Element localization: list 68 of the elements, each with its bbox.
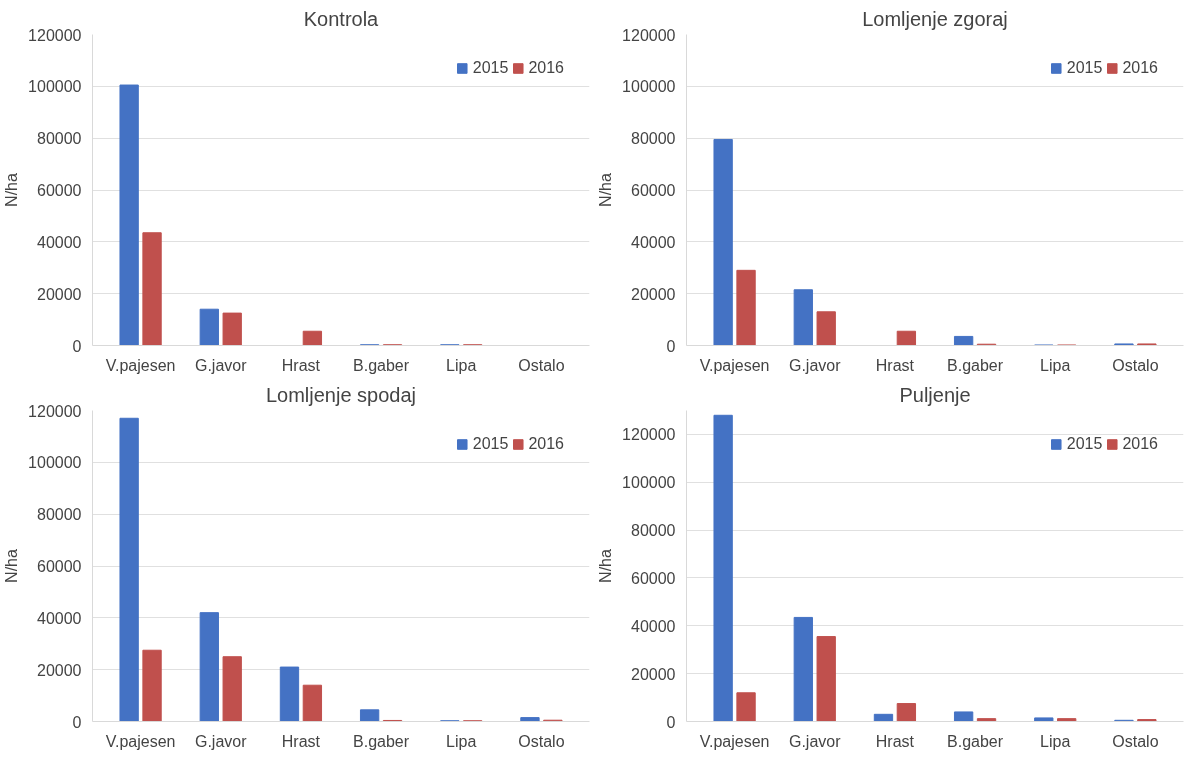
x-tick-label: G.javor [788,732,842,750]
y-tick-label: 60000 [37,558,82,575]
y-tick-label: 120000 [28,402,82,420]
chart-title: Puljenje [899,383,971,406]
x-tick-label: Ostalo [518,732,565,750]
legend-label: 2015 [472,435,509,453]
y-tick-label: 100000 [622,474,676,492]
y-tick-label: 60000 [37,182,82,199]
y-tick-label: 40000 [37,609,82,627]
x-tick-label: Hrast [875,732,915,750]
x-tick-label: Lipa [446,732,477,750]
y-tick-label: 20000 [37,285,82,303]
y-axis-title: N/ha [597,173,615,207]
y-tick-label: 40000 [631,233,676,251]
y-tick-label: 60000 [631,182,676,199]
x-tick-label: B.gaber [947,732,1004,750]
legend-label: 2016 [528,59,564,77]
y-tick-label: 80000 [631,130,676,148]
y-tick-label: 20000 [37,661,82,679]
y-axis-title: N/ha [597,549,615,583]
y-axis-title: N/ha [3,549,21,583]
y-tick-label: 0 [666,337,676,355]
x-tick-label: Ostalo [1112,356,1159,374]
y-tick-label: 60000 [631,569,676,587]
legend-label: 2016 [1122,435,1158,453]
x-tick-label: G.javor [194,732,248,750]
x-tick-label: V.pajesen [699,356,770,374]
legend-label: 2015 [1066,59,1103,77]
x-tick-label: Hrast [281,356,321,374]
x-tick-label: Ostalo [1112,732,1159,750]
y-tick-label: 0 [72,713,82,731]
x-tick-label: B.gaber [353,356,410,374]
y-tick-label: 120000 [622,426,676,444]
y-tick-label: 80000 [37,130,82,148]
x-tick-label: Hrast [281,732,321,750]
x-tick-label: G.javor [194,356,248,374]
y-tick-label: 40000 [631,617,676,635]
chart-title: Lomljenje zgoraj [862,7,1008,30]
x-tick-label: Lipa [446,356,477,374]
y-tick-label: 100000 [28,454,82,472]
legend-label: 2016 [1122,59,1158,77]
legend-label: 2015 [1066,435,1103,453]
y-tick-label: 20000 [631,665,676,683]
y-tick-label: 100000 [28,78,82,96]
x-tick-label: V.pajesen [699,732,770,750]
x-tick-label: V.pajesen [105,732,176,750]
x-tick-label: B.gaber [947,356,1004,374]
x-tick-label: B.gaber [353,732,410,750]
y-axis-title: N/ha [3,173,21,207]
x-tick-label: Lipa [1040,356,1071,374]
y-tick-label: 20000 [631,285,676,303]
y-tick-label: 80000 [631,522,676,540]
x-tick-label: V.pajesen [105,356,176,374]
legend-label: 2015 [472,59,509,77]
x-tick-label: Lipa [1040,732,1071,750]
x-tick-label: Hrast [875,356,915,374]
chart-title: Lomljenje spodaj [265,383,417,406]
x-tick-label: G.javor [788,356,842,374]
y-tick-label: 80000 [37,506,82,524]
y-tick-label: 120000 [622,26,676,44]
y-tick-label: 0 [72,337,82,355]
chart-title: Kontrola [303,7,380,30]
legend-label: 2016 [528,435,564,453]
y-tick-label: 0 [666,713,676,731]
y-tick-label: 40000 [37,233,82,251]
y-tick-label: 120000 [28,26,82,44]
y-tick-label: 100000 [622,78,676,96]
x-tick-label: Ostalo [518,356,565,374]
